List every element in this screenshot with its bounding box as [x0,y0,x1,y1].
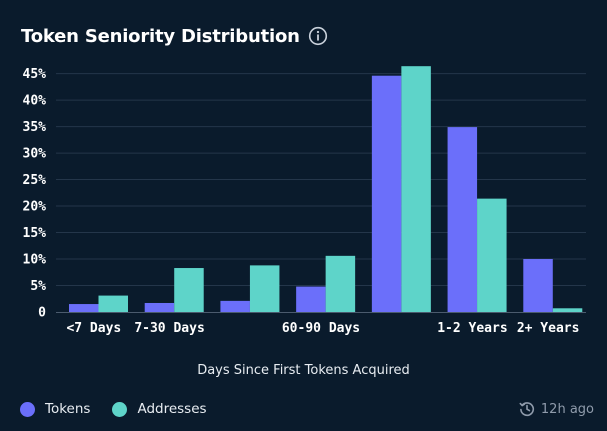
y-tick-label: 25% [23,173,47,188]
bar-addresses-3[interactable] [325,255,356,312]
y-tick-label: 10% [23,253,47,268]
bar-addresses-6[interactable] [552,308,583,312]
y-tick-label: 20% [23,200,47,215]
x-tick-label: 7-30 Days [134,321,204,336]
x-tick-label: <7 Days [66,321,121,336]
last-updated: 12h ago [519,401,594,417]
bar-chart: 0 5% 10% 15% 20% 25% 30% 35% 40% 45% <7 Days 7-30 … [23,66,586,336]
y-tick-label: 15% [23,226,47,241]
y-tick-label: 30% [23,147,47,162]
x-axis-label: Days Since First Tokens Acquired [197,363,410,378]
y-tick-label: 0 [38,306,46,321]
y-tick-label: 40% [23,94,47,109]
x-tick-label: 2+ Years [517,321,580,336]
y-tick-label: 35% [23,120,47,135]
x-tick-label: 60-90 Days [282,321,360,336]
bar-addresses-4[interactable] [401,66,431,313]
bar-addresses-0[interactable] [98,295,129,312]
x-axis-ticks: <7 Days 7-30 Days 60-90 Days 1-2 Years 2+ Ye… [66,321,579,336]
bar-tokens-4[interactable] [371,75,402,313]
bars [69,66,583,313]
y-tick-label: 45% [23,67,47,82]
bar-tokens-2[interactable] [220,300,250,312]
y-axis-ticks: 0 5% 10% 15% 20% 25% 30% 35% 40% 45% [23,67,47,320]
legend-swatch-addresses [112,401,128,417]
clock-history-icon [519,401,535,417]
bar-tokens-3[interactable] [296,286,326,312]
y-tick-label: 5% [30,279,46,294]
legend-swatch-tokens [20,401,35,417]
bar-tokens-1[interactable] [144,302,175,312]
legend-label-tokens: Tokens [45,401,91,417]
bar-tokens-6[interactable] [523,259,553,312]
legend-item-tokens[interactable]: Tokens [20,401,90,417]
x-tick-label: 1-2 Years [437,321,507,336]
bar-addresses-2[interactable] [249,265,280,312]
chart-title: Token Seniority Distribution [21,25,300,47]
legend-label-addresses: Addresses [137,401,207,417]
legend: Tokens Addresses [20,401,229,417]
legend-item-addresses[interactable]: Addresses [112,401,207,417]
updated-text: 12h ago [540,401,594,417]
bar-addresses-5[interactable] [477,198,507,312]
bar-tokens-5[interactable] [447,127,478,312]
title-row: Token Seniority Distribution [21,22,328,50]
bar-addresses-1[interactable] [174,268,204,312]
info-icon[interactable] [308,26,328,46]
bar-tokens-0[interactable] [69,304,99,312]
